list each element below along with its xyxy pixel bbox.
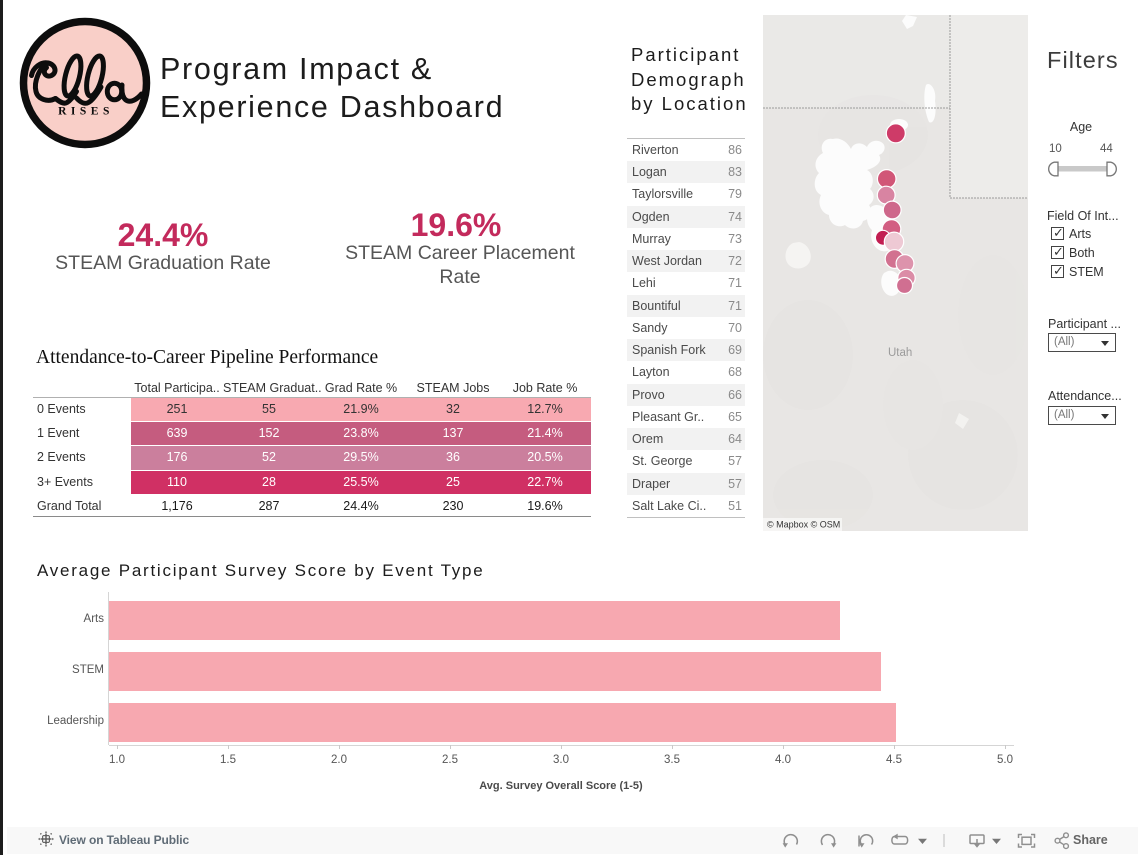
svg-text:© Mapbox © OSM: © Mapbox © OSM — [767, 520, 840, 530]
svg-text:Utah: Utah — [888, 347, 912, 359]
svg-text:RISES: RISES — [58, 106, 114, 118]
